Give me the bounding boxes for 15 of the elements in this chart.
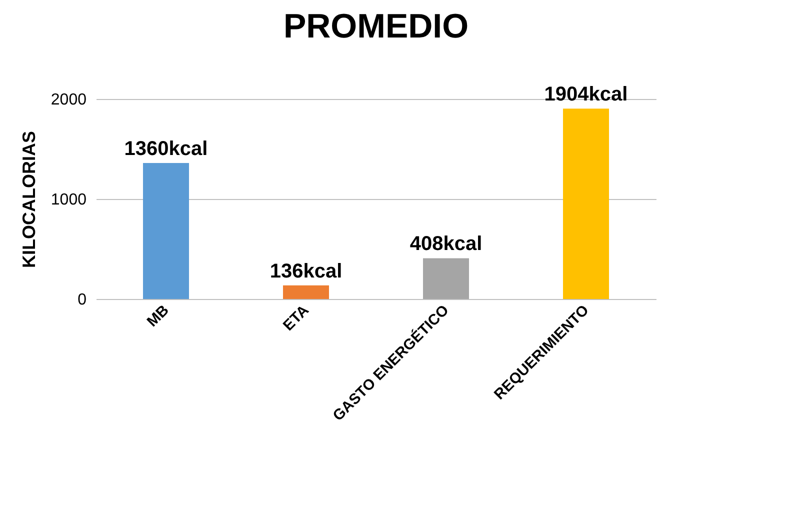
- y-tick-label: 1000: [50, 192, 87, 208]
- bar: [143, 163, 189, 299]
- bar: [423, 258, 469, 299]
- chart-title: PROMEDIO: [283, 8, 469, 46]
- data-label: 136kcal: [270, 260, 342, 282]
- data-label: 408kcal: [410, 233, 482, 256]
- x-tick-label: ETA: [280, 302, 312, 334]
- x-tick-label: MB: [144, 302, 172, 330]
- data-label: 1360kcal: [124, 138, 208, 160]
- bar: [283, 285, 329, 299]
- y-axis-title: KILOCALORIAS: [18, 131, 39, 268]
- bar: [563, 108, 609, 299]
- data-label: 1904kcal: [544, 84, 628, 106]
- y-tick-label: 2000: [50, 92, 87, 108]
- y-tick-label: 0: [78, 292, 87, 308]
